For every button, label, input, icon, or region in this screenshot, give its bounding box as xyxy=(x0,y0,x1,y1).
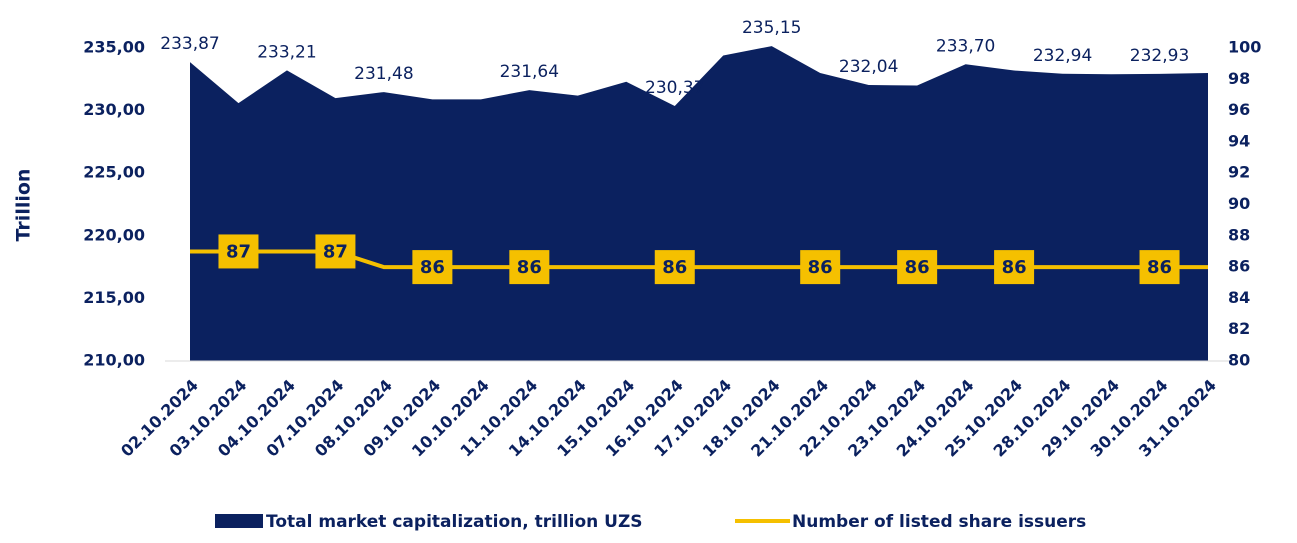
y2-tick-label: 96 xyxy=(1228,100,1250,119)
y2-tick-label: 98 xyxy=(1228,69,1250,88)
y-tick-label: 210,00 xyxy=(83,351,145,370)
data-label: 232,94 xyxy=(1033,46,1092,66)
label-box xyxy=(412,250,453,285)
y2-tick-label: 90 xyxy=(1228,194,1250,213)
data-label: 86 xyxy=(420,257,445,278)
data-label: 231,64 xyxy=(500,62,559,82)
data-label: 233,21 xyxy=(257,42,316,62)
data-label: 232,93 xyxy=(1130,46,1189,66)
y2-tick-label: 94 xyxy=(1228,131,1250,150)
label-box xyxy=(897,250,938,285)
y2-tick-label: 84 xyxy=(1228,288,1250,307)
data-label: 235,15 xyxy=(742,18,801,38)
line xyxy=(190,249,1208,270)
label-box xyxy=(654,250,695,285)
y-tick-label: 215,00 xyxy=(83,288,145,307)
data-label: 86 xyxy=(1002,257,1027,278)
data-label: 233,70 xyxy=(936,36,995,56)
y2-tick-label: 80 xyxy=(1228,351,1250,370)
y2-tick-label: 82 xyxy=(1228,319,1250,338)
y-tick-label: 230,00 xyxy=(83,100,145,119)
data-label: 86 xyxy=(662,257,687,278)
label-box xyxy=(1139,250,1180,285)
legend-swatch xyxy=(215,514,263,528)
data-label: 87 xyxy=(323,241,348,262)
label-box xyxy=(218,234,259,269)
y-tick-label: 225,00 xyxy=(83,163,145,182)
data-label: 233,87 xyxy=(160,34,219,54)
y2-tick-label: 88 xyxy=(1228,225,1250,244)
legend-label: Number of listed share issuers xyxy=(792,512,1086,532)
y-tick-label: 220,00 xyxy=(83,225,145,244)
data-label: 86 xyxy=(1147,257,1172,278)
data-label: 232,04 xyxy=(839,57,898,77)
y2-tick-label: 100 xyxy=(1228,38,1261,57)
y2-tick-label: 92 xyxy=(1228,163,1250,182)
y-tick-label: 235,00 xyxy=(83,38,145,57)
data-label: 86 xyxy=(808,257,833,278)
label-box xyxy=(315,234,356,269)
data-label: 87 xyxy=(226,241,251,262)
data-label: 231,48 xyxy=(354,64,413,84)
data-label: 86 xyxy=(517,257,542,278)
legend-label: Total market capitalization, trillion UZ… xyxy=(266,512,643,532)
label-box xyxy=(509,250,550,285)
data-label: 230,37 xyxy=(645,78,704,98)
label-box xyxy=(800,250,841,285)
y2-tick-label: 86 xyxy=(1228,257,1250,276)
data-label: 86 xyxy=(905,257,930,278)
y-axis-label: Trillion xyxy=(13,169,35,242)
label-box xyxy=(994,250,1035,285)
